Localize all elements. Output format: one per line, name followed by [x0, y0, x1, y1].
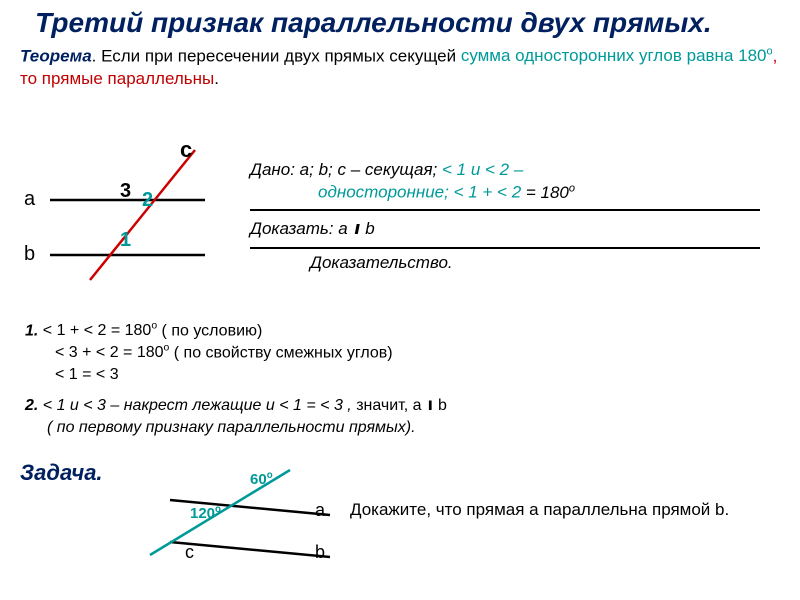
line-c-secant	[90, 150, 195, 280]
task-line-b	[170, 542, 330, 557]
given-section: Дано: a; b; c – секущая; < 1 и < 2 – одн…	[250, 160, 780, 273]
page-title: Третий признак параллельности двух прямы…	[0, 0, 800, 43]
diagram-main: a b с 3 2 1	[20, 145, 240, 295]
given-eq180: = 180o	[526, 183, 575, 202]
angle-1: 1	[120, 229, 131, 252]
theorem-dot: .	[214, 69, 219, 88]
proof-steps: 1. < 1 + < 2 = 180o ( по условию) < 3 + …	[25, 320, 447, 439]
given-cond2-pre: односторонние;	[318, 183, 454, 202]
step-2a: < 1 и < 3 – накрест лежащие и < 1 = < 3 …	[38, 397, 356, 414]
prove-line: Доказать: a II b	[250, 219, 780, 239]
label-b: b	[24, 243, 35, 266]
angle-2: 2	[142, 189, 153, 212]
divider-1	[250, 209, 760, 211]
label-c: с	[180, 137, 192, 163]
task-section: Задача. a b c 60o 120o Докажите, что пря…	[20, 460, 780, 486]
step-2-b: b	[434, 397, 447, 414]
proof-label: Доказательство.	[250, 253, 780, 273]
label-a: a	[24, 188, 35, 211]
given-dano: Дано: a; b; c – секущая;	[250, 160, 442, 179]
step-1c: < 1 = < 3	[55, 366, 119, 383]
theorem-p1: . Если при пересечении двух прямых секущ…	[92, 46, 461, 65]
step-2-num: 2.	[25, 397, 38, 414]
angle-3: 3	[120, 180, 131, 203]
divider-2	[250, 247, 760, 249]
parallel-symbol: II	[354, 222, 356, 238]
step-2b: ( по первому признаку параллельности пря…	[47, 419, 416, 436]
diagram-task: a b c 60o 120o	[130, 460, 340, 570]
given-cond1: < 1 и < 2 –	[442, 160, 523, 179]
step-1a-note: ( по условию)	[157, 322, 262, 339]
theorem-text: Теорема. Если при пересечении двух прямы…	[0, 43, 800, 98]
task-label-b: b	[315, 542, 325, 563]
task-angle-120: 120o	[190, 504, 221, 522]
step-2-znachit: значит, a	[356, 397, 426, 414]
task-label-c: c	[185, 542, 194, 563]
step-1b: < 3 + < 2 = 180o	[55, 344, 169, 361]
step-1a: < 1 + < 2 = 180o	[38, 322, 157, 339]
given-cond2: < 1 + < 2	[454, 183, 526, 202]
step-1-num: 1.	[25, 322, 38, 339]
theorem-highlight: сумма односторонних углов равна 180о	[461, 46, 773, 65]
step-1b-note: ( по свойству смежных углов)	[169, 344, 392, 361]
task-text: Докажите, что прямая a параллельна прямо…	[350, 500, 770, 520]
task-label-a: a	[315, 500, 325, 521]
task-angle-60: 60o	[250, 470, 273, 488]
theorem-label: Теорема	[20, 46, 92, 65]
parallel-symbol-2: II	[428, 397, 430, 415]
